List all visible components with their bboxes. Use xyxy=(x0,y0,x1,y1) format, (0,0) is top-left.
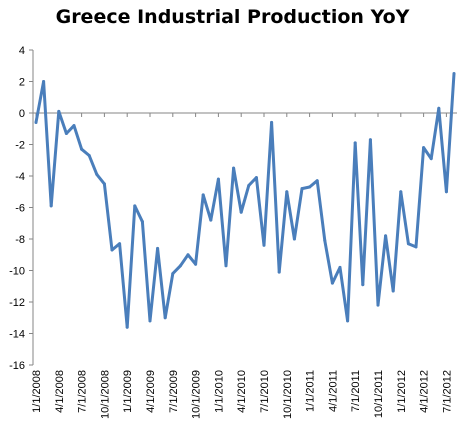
x-tick-label: 4/1/2009 xyxy=(145,370,157,413)
x-tick-label: 7/1/2011 xyxy=(350,370,362,412)
data-point xyxy=(444,190,448,194)
data-point xyxy=(437,106,441,110)
data-point xyxy=(216,177,220,181)
data-point xyxy=(353,141,357,145)
series-points xyxy=(34,72,456,329)
data-point xyxy=(64,131,68,135)
y-tick-label: -12 xyxy=(9,297,25,309)
data-point xyxy=(338,265,342,269)
data-point xyxy=(57,109,61,113)
data-point xyxy=(49,204,53,208)
y-tick-label: -8 xyxy=(15,234,25,246)
data-point xyxy=(254,176,258,180)
data-point xyxy=(262,243,266,247)
data-point xyxy=(452,72,456,76)
data-point xyxy=(72,124,76,128)
y-tick-label: -4 xyxy=(15,171,25,183)
axis-ticks xyxy=(29,49,447,366)
x-tick-label: 7/1/2012 xyxy=(441,370,453,413)
data-point xyxy=(315,179,319,183)
data-point xyxy=(422,146,426,150)
series-line xyxy=(34,72,456,329)
x-tick-label: 7/1/2008 xyxy=(77,370,89,413)
x-tick-label: 7/1/2009 xyxy=(168,370,180,413)
data-point xyxy=(406,242,410,246)
data-point xyxy=(300,187,304,191)
data-point xyxy=(239,210,243,214)
x-tick-label: 4/1/2010 xyxy=(236,370,248,413)
data-point xyxy=(376,303,380,307)
data-point xyxy=(285,190,289,194)
data-point xyxy=(194,262,198,266)
data-point xyxy=(361,283,365,287)
data-point xyxy=(80,147,84,151)
data-point xyxy=(110,248,114,252)
data-point xyxy=(125,325,129,329)
data-point xyxy=(346,319,350,323)
data-point xyxy=(391,289,395,293)
x-tick-label: 1/1/2010 xyxy=(213,370,225,413)
data-point xyxy=(148,319,152,323)
y-tick-label: 4 xyxy=(19,45,25,57)
data-point xyxy=(232,166,236,170)
data-point xyxy=(133,204,137,208)
x-tick-label: 4/1/2008 xyxy=(54,370,66,413)
y-tick-label: -10 xyxy=(9,266,25,278)
x-tick-label: 4/1/2011 xyxy=(327,370,339,412)
data-point xyxy=(95,172,99,176)
x-tick-label: 10/1/2010 xyxy=(282,370,294,419)
data-point xyxy=(277,270,281,274)
data-point xyxy=(118,242,122,246)
x-tick-label: 1/1/2008 xyxy=(31,370,43,413)
x-tick-label: 1/1/2009 xyxy=(122,370,134,413)
data-point xyxy=(429,157,433,161)
data-point xyxy=(308,185,312,189)
data-point xyxy=(414,245,418,249)
x-tick-label: 4/1/2012 xyxy=(419,370,431,413)
data-point xyxy=(270,120,274,124)
data-point xyxy=(186,253,190,257)
data-point xyxy=(292,237,296,241)
y-axis-tick-labels: 4 2 0 -2 -4 -6 -8 -10 -12 -14 -16 xyxy=(9,45,25,372)
x-axis-tick-labels: 1/1/2008 4/1/2008 7/1/2008 10/1/2008 1/1/200… xyxy=(31,370,453,419)
data-point xyxy=(171,272,175,276)
data-point xyxy=(102,182,106,186)
y-tick-label: -16 xyxy=(9,360,25,372)
data-point xyxy=(247,183,251,187)
x-tick-label: 10/1/2011 xyxy=(373,370,385,418)
data-point xyxy=(384,234,388,238)
data-point xyxy=(368,138,372,142)
data-point xyxy=(163,316,167,320)
data-point xyxy=(140,220,144,224)
data-point xyxy=(399,190,403,194)
data-point xyxy=(224,264,228,268)
data-point xyxy=(323,239,327,243)
y-tick-label: 0 xyxy=(19,108,25,120)
x-tick-label: 7/1/2010 xyxy=(259,370,271,413)
data-point xyxy=(209,218,213,222)
data-point xyxy=(201,193,205,197)
data-point xyxy=(42,80,46,83)
chart-title: Greece Industrial Production YoY xyxy=(55,6,410,28)
data-point xyxy=(34,120,38,124)
data-point xyxy=(87,154,91,158)
y-tick-label: 2 xyxy=(19,77,25,89)
x-tick-label: 1/1/2011 xyxy=(305,370,317,412)
x-tick-label: 10/1/2009 xyxy=(191,370,203,419)
y-tick-label: -14 xyxy=(9,329,25,341)
data-point xyxy=(330,281,334,285)
x-tick-label: 10/1/2008 xyxy=(99,370,111,419)
y-tick-label: -2 xyxy=(15,140,25,152)
data-point xyxy=(156,246,160,250)
y-tick-label: -6 xyxy=(15,203,25,215)
data-point xyxy=(178,264,182,268)
x-tick-label: 1/1/2012 xyxy=(396,370,408,413)
